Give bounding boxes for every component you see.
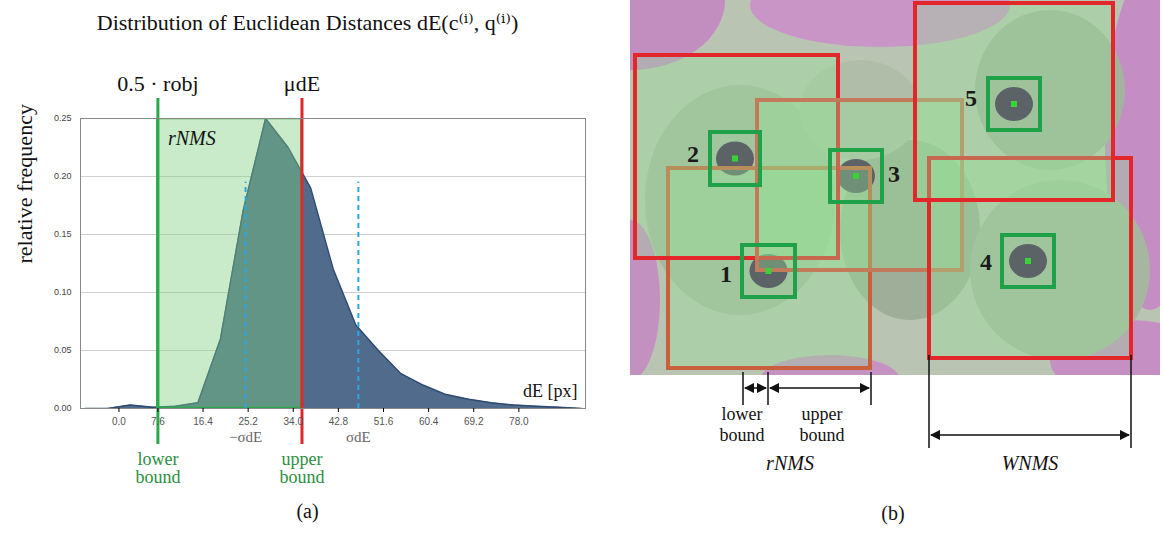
svg-text:upperbound: upperbound — [279, 449, 324, 487]
svg-text:7.6: 7.6 — [151, 416, 165, 427]
svg-text:0.0: 0.0 — [112, 416, 126, 427]
svg-text:relative frequency: relative frequency — [12, 104, 37, 263]
svg-text:σdE: σdE — [346, 429, 371, 445]
svg-text:0.20: 0.20 — [54, 171, 72, 181]
svg-text:rNMS: rNMS — [766, 452, 814, 474]
svg-text:42.8: 42.8 — [329, 416, 349, 427]
svg-text:0.15: 0.15 — [54, 229, 72, 239]
svg-text:34.0: 34.0 — [284, 416, 304, 427]
svg-text:−σdE: −σdE — [229, 429, 262, 445]
svg-text:μdE: μdE — [284, 71, 320, 96]
svg-text:1: 1 — [720, 261, 732, 287]
svg-text:0.05: 0.05 — [54, 345, 72, 355]
svg-text:0.5 · robj: 0.5 · robj — [117, 71, 198, 96]
svg-text:16.4: 16.4 — [193, 416, 213, 427]
svg-text:0.25: 0.25 — [54, 113, 72, 123]
svg-text:5: 5 — [965, 85, 977, 111]
svg-text:78.0: 78.0 — [509, 416, 529, 427]
svg-text:3: 3 — [888, 161, 900, 187]
svg-text:51.6: 51.6 — [374, 416, 394, 427]
svg-text:dE [px]: dE [px] — [523, 381, 577, 401]
svg-text:60.4: 60.4 — [419, 416, 439, 427]
html-text:Distribution of Euclidean Dist: Distribution of Euclidean Distances dE(c… — [96, 10, 519, 35]
svg-text:upperbound: upperbound — [800, 404, 845, 445]
svg-text:25.2: 25.2 — [238, 416, 258, 427]
svg-text:WNMS: WNMS — [1002, 452, 1059, 474]
svg-text:lowerbound: lowerbound — [135, 449, 180, 487]
html-text:(a): (a) — [296, 500, 319, 522]
svg-text:2: 2 — [687, 141, 699, 167]
svg-text:lowerbound: lowerbound — [720, 404, 765, 445]
svg-text:69.2: 69.2 — [464, 416, 484, 427]
svg-text:rNMS: rNMS — [168, 127, 216, 149]
svg-text:(b): (b) — [881, 502, 904, 525]
svg-text:0.10: 0.10 — [54, 287, 72, 297]
svg-text:4: 4 — [980, 249, 992, 275]
svg-text:0.00: 0.00 — [54, 403, 72, 413]
